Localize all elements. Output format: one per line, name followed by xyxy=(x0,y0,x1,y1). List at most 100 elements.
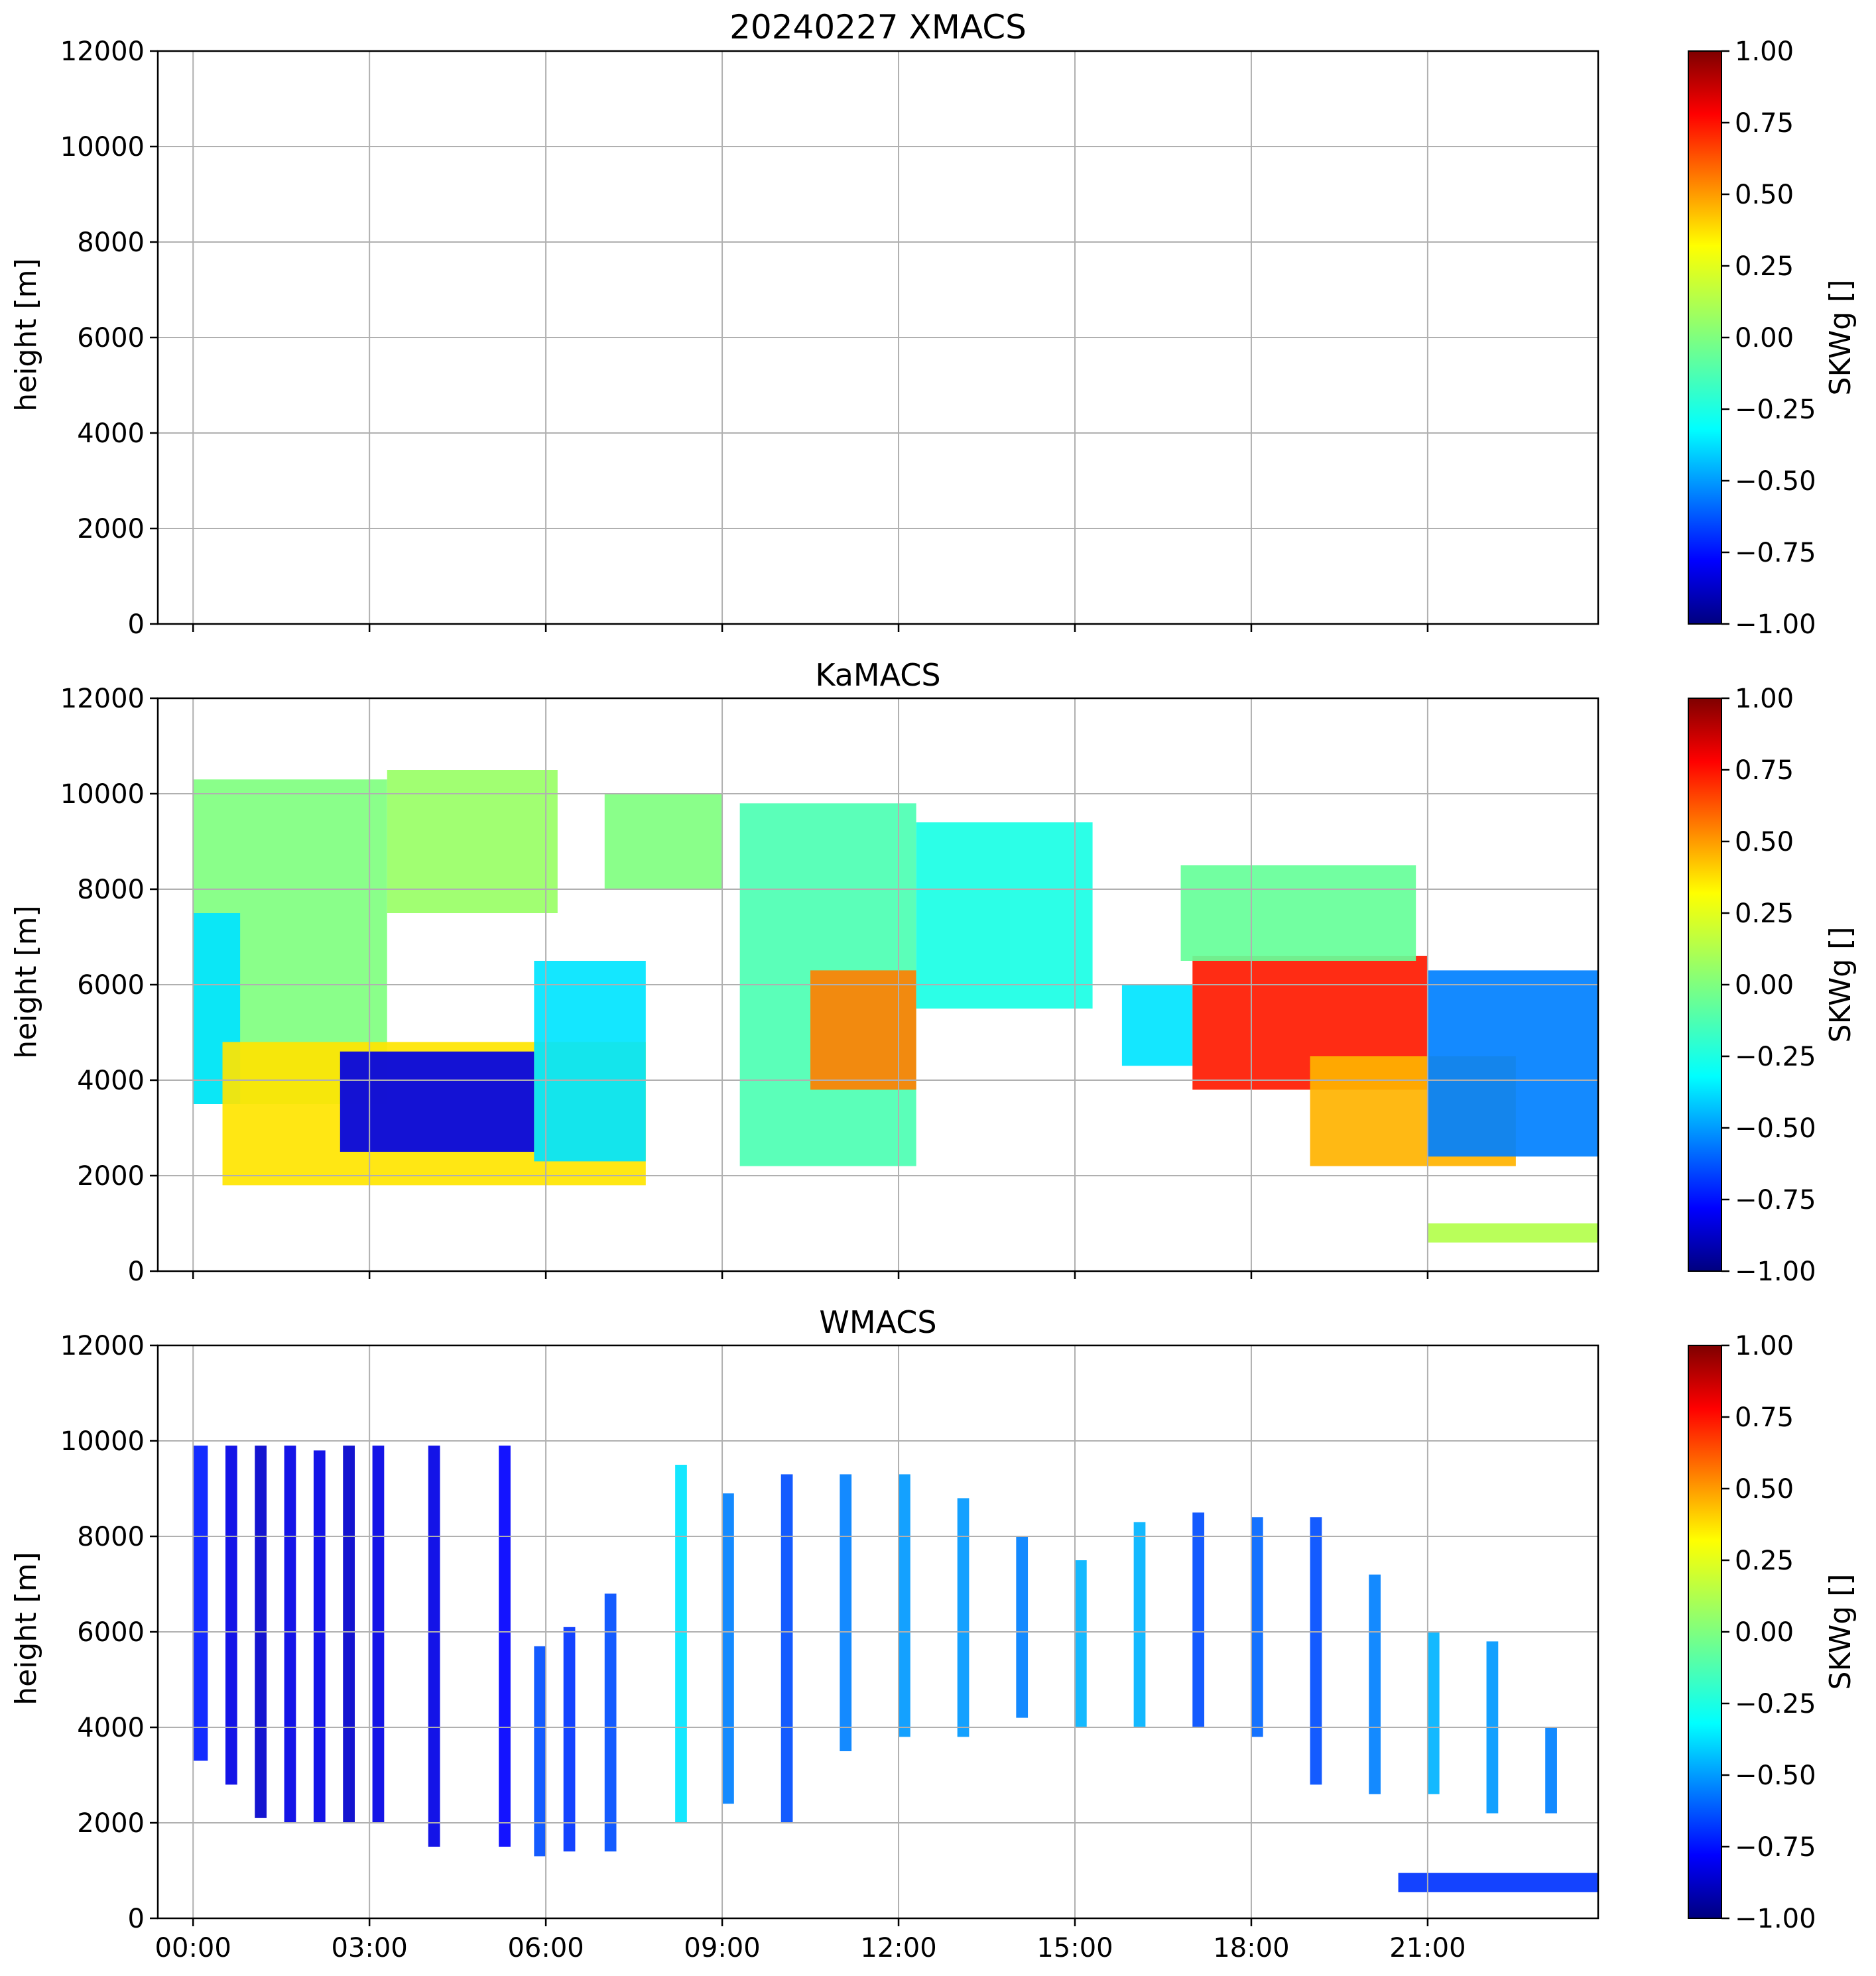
data-region xyxy=(1398,1873,1598,1892)
panel-title-kamacs: KaMACS xyxy=(815,657,940,693)
data-region xyxy=(840,1474,852,1751)
colorbar-gradient xyxy=(1688,698,1722,1272)
colorbar-tick-label: 0.00 xyxy=(1735,323,1794,353)
colorbar-tick-label: −1.00 xyxy=(1735,1257,1816,1287)
data-region xyxy=(193,1446,208,1761)
colorbar-tick-label: −0.75 xyxy=(1735,1832,1816,1863)
data-region xyxy=(1192,1513,1205,1727)
colorbar-tick-label: 0.25 xyxy=(1735,898,1794,929)
colorbar-label: SKWg [] xyxy=(1824,1574,1857,1690)
data-region xyxy=(604,1593,617,1852)
colorbar-tick-label: 0.00 xyxy=(1735,970,1794,1001)
colorbar-tick-label: −1.00 xyxy=(1735,1904,1816,1934)
x-tick-label: 00:00 xyxy=(155,1933,231,1963)
colorbar-tick-label: 0.25 xyxy=(1735,1546,1794,1576)
y-tick-label: 8000 xyxy=(77,1522,145,1552)
panel-kamacs: 0 2000 4000 6000 8000 10000 12000 KaMACS heigh… xyxy=(9,657,1857,1287)
y-tick-label: 10000 xyxy=(60,779,145,810)
y-tick-label: 0 xyxy=(128,1904,145,1934)
y-tick-label: 4000 xyxy=(77,418,145,449)
y-tick-label: 2000 xyxy=(77,1161,145,1192)
panel-wmacs: 0 2000 4000 6000 8000 10000 12000 00:00 03:00 06:… xyxy=(9,1304,1857,1963)
colorbar-wmacs: 1.00 0.75 0.50 0.25 0.00 −0.25 −0.50 −0.75 −1.00… xyxy=(1688,1331,1857,1934)
colorbar-tick-label: −0.25 xyxy=(1735,1689,1816,1719)
data-region xyxy=(387,770,558,913)
colorbar-gradient xyxy=(1688,50,1722,625)
colorbar-label: SKWg [] xyxy=(1824,280,1857,396)
colorbar-xmacs: 1.00 0.75 0.50 0.25 0.00 −0.25 −0.50 −0.75 −1.00… xyxy=(1688,36,1857,640)
y-tick-label: 10000 xyxy=(60,132,145,162)
colorbar-tick-label: 0.00 xyxy=(1735,1617,1794,1648)
data-region xyxy=(1016,1536,1029,1718)
y-tick-label: 4000 xyxy=(77,1066,145,1096)
data-region xyxy=(957,1498,969,1737)
data-region xyxy=(899,1474,910,1737)
data-region xyxy=(675,1465,687,1823)
data-region xyxy=(428,1446,440,1847)
colorbar-tick-label: −0.50 xyxy=(1735,1760,1816,1791)
y-tick-label: 6000 xyxy=(77,1617,145,1648)
data-region xyxy=(534,1646,546,1857)
y-tick-label: 0 xyxy=(128,1257,145,1287)
colorbar-tick-label: 0.75 xyxy=(1735,108,1794,139)
y-axis-label-xmacs: height [m] xyxy=(9,258,43,411)
y-tick-label: 2000 xyxy=(77,514,145,544)
data-region xyxy=(1133,1522,1146,1727)
data-region xyxy=(1369,1574,1381,1794)
y-tick-label: 6000 xyxy=(77,323,145,353)
data-region xyxy=(1251,1517,1263,1737)
data-region xyxy=(313,1450,326,1823)
x-tick-label: 21:00 xyxy=(1389,1933,1466,1963)
colorbar-gradient xyxy=(1688,1345,1722,1919)
y-tick-label: 12000 xyxy=(60,684,145,714)
data-region xyxy=(1310,1517,1322,1785)
data-region xyxy=(1427,970,1598,1157)
x-tick-label: 12:00 xyxy=(860,1933,936,1963)
data-region xyxy=(563,1627,576,1852)
y-tick-label: 8000 xyxy=(77,227,145,258)
data-region xyxy=(1074,1560,1087,1727)
x-tick-label: 15:00 xyxy=(1036,1933,1113,1963)
plot-frame xyxy=(156,50,1599,625)
colorbar-tick-label: 0.50 xyxy=(1735,180,1794,210)
data-region xyxy=(916,822,1093,1009)
y-axis-label-wmacs: height [m] xyxy=(9,1552,43,1705)
data-region xyxy=(1427,1632,1440,1794)
y-tick-label: 8000 xyxy=(77,875,145,905)
y-tick-label: 12000 xyxy=(60,36,145,67)
data-region xyxy=(810,970,916,1090)
data-region xyxy=(499,1446,511,1847)
colorbar-tick-label: 0.50 xyxy=(1735,827,1794,857)
colorbar-kamacs: 1.00 0.75 0.50 0.25 0.00 −0.25 −0.50 −0.75 −1.00… xyxy=(1688,684,1857,1287)
plot-area-wmacs: 0 2000 4000 6000 8000 10000 12000 00:00 03:00 06:… xyxy=(60,1331,1599,1963)
colorbar-tick-label: −0.50 xyxy=(1735,1113,1816,1144)
data-region xyxy=(225,1446,237,1785)
data-region xyxy=(781,1474,793,1823)
x-tick-label: 06:00 xyxy=(507,1933,584,1963)
colorbar-tick-label: 0.75 xyxy=(1735,1402,1794,1433)
x-tick-label: 18:00 xyxy=(1213,1933,1289,1963)
y-tick-label: 4000 xyxy=(77,1713,145,1743)
colorbar-tick-label: −0.75 xyxy=(1735,538,1816,568)
plot-frame xyxy=(156,697,1599,1272)
data-region xyxy=(372,1446,385,1823)
data-region xyxy=(1545,1727,1557,1814)
data-region xyxy=(340,1051,534,1152)
x-tick-label: 09:00 xyxy=(684,1933,760,1963)
data-region xyxy=(1121,985,1193,1066)
plot-area-xmacs: 0 2000 4000 6000 8000 10000 12000 xyxy=(60,36,1599,640)
data-region xyxy=(284,1446,296,1823)
colorbar-tick-label: 0.25 xyxy=(1735,251,1794,282)
y-tick-label: 6000 xyxy=(77,970,145,1001)
data-region xyxy=(604,794,723,889)
colorbar-tick-label: 1.00 xyxy=(1735,36,1794,67)
plot-frame xyxy=(156,1344,1599,1920)
colorbar-tick-label: −0.25 xyxy=(1735,395,1816,425)
panel-title-wmacs: WMACS xyxy=(819,1304,936,1340)
data-region xyxy=(1427,1223,1598,1243)
colorbar-label: SKWg [] xyxy=(1824,927,1857,1043)
data-region xyxy=(534,961,646,1162)
colorbar-tick-label: 1.00 xyxy=(1735,684,1794,714)
y-tick-label: 0 xyxy=(128,609,145,640)
